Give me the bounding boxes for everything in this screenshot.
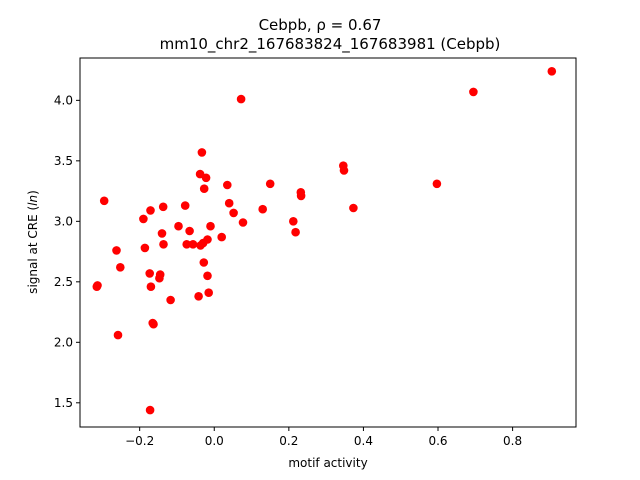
data-point xyxy=(139,214,148,224)
data-point xyxy=(236,94,246,104)
data-point xyxy=(224,198,234,208)
x-tick-label: 0.6 xyxy=(428,434,447,448)
data-point xyxy=(93,281,102,290)
y-tick-label: 1.5 xyxy=(54,396,73,410)
data-point xyxy=(99,196,109,206)
data-point xyxy=(174,221,183,231)
data-point xyxy=(289,217,298,226)
x-axis-label: motif activity xyxy=(288,456,367,470)
y-axis-ticks: 1.5 2.0 2.5 3.0 3.5 4.0 xyxy=(54,93,80,410)
data-point xyxy=(349,203,358,213)
data-point xyxy=(223,180,232,190)
data-point xyxy=(238,218,248,227)
chart-title-line2: mm10_chr2_167683824_167683981 (Cebpb) xyxy=(160,35,501,54)
data-point xyxy=(547,67,557,76)
data-point xyxy=(140,243,150,253)
data-point xyxy=(229,208,238,218)
data-point xyxy=(265,179,275,189)
y-tick-label: 3.5 xyxy=(54,154,73,168)
data-point xyxy=(194,292,203,301)
data-point xyxy=(180,201,190,210)
data-point xyxy=(217,232,226,242)
y-tick-label: 4.0 xyxy=(54,93,73,107)
data-point xyxy=(113,330,123,340)
y-axis-label: signal at CRE (ln) xyxy=(26,190,40,294)
data-point xyxy=(166,295,175,305)
data-point xyxy=(201,173,211,183)
y-tick-label: 2.5 xyxy=(54,275,73,289)
data-point xyxy=(188,240,198,249)
data-point xyxy=(145,405,155,415)
data-point xyxy=(145,269,154,278)
data-point xyxy=(258,204,268,214)
data-point xyxy=(469,87,478,97)
data-point xyxy=(185,226,194,236)
data-point xyxy=(155,270,165,279)
y-axis-label-suffix: ) xyxy=(26,190,40,195)
y-tick-label: 2.0 xyxy=(54,335,73,349)
data-point xyxy=(296,191,306,201)
y-axis-label-prefix: signal at CRE ( xyxy=(26,206,40,294)
data-point xyxy=(339,166,349,175)
data-point xyxy=(149,319,158,329)
x-tick-label: 0.4 xyxy=(354,434,373,448)
data-point xyxy=(199,258,209,267)
data-point xyxy=(158,202,168,212)
x-tick-label: 0.0 xyxy=(205,434,224,448)
data-point xyxy=(159,240,168,249)
data-point xyxy=(206,221,215,231)
data-point xyxy=(203,235,212,244)
data-point xyxy=(432,179,442,189)
x-tick-label: 0.8 xyxy=(503,434,522,448)
data-point xyxy=(146,282,156,292)
x-tick-label: 0.2 xyxy=(279,434,298,448)
data-point xyxy=(157,229,167,238)
y-axis-label-italic: ln xyxy=(26,195,40,206)
y-tick-label: 3.0 xyxy=(54,214,73,228)
data-point xyxy=(197,148,207,157)
chart-title-line1: Cebpb, ρ = 0.67 xyxy=(259,16,382,34)
x-tick-label: −0.2 xyxy=(125,434,154,448)
data-point xyxy=(146,206,155,215)
plot-frame xyxy=(79,57,577,428)
x-axis-ticks: −0.2 0.0 0.2 0.4 0.6 0.8 xyxy=(125,427,522,448)
data-point xyxy=(116,263,125,272)
data-point xyxy=(182,240,191,249)
data-point xyxy=(291,227,300,237)
data-points xyxy=(92,67,557,415)
data-point xyxy=(203,271,212,281)
data-point xyxy=(204,288,213,298)
data-point xyxy=(199,184,209,193)
data-point xyxy=(112,246,121,255)
